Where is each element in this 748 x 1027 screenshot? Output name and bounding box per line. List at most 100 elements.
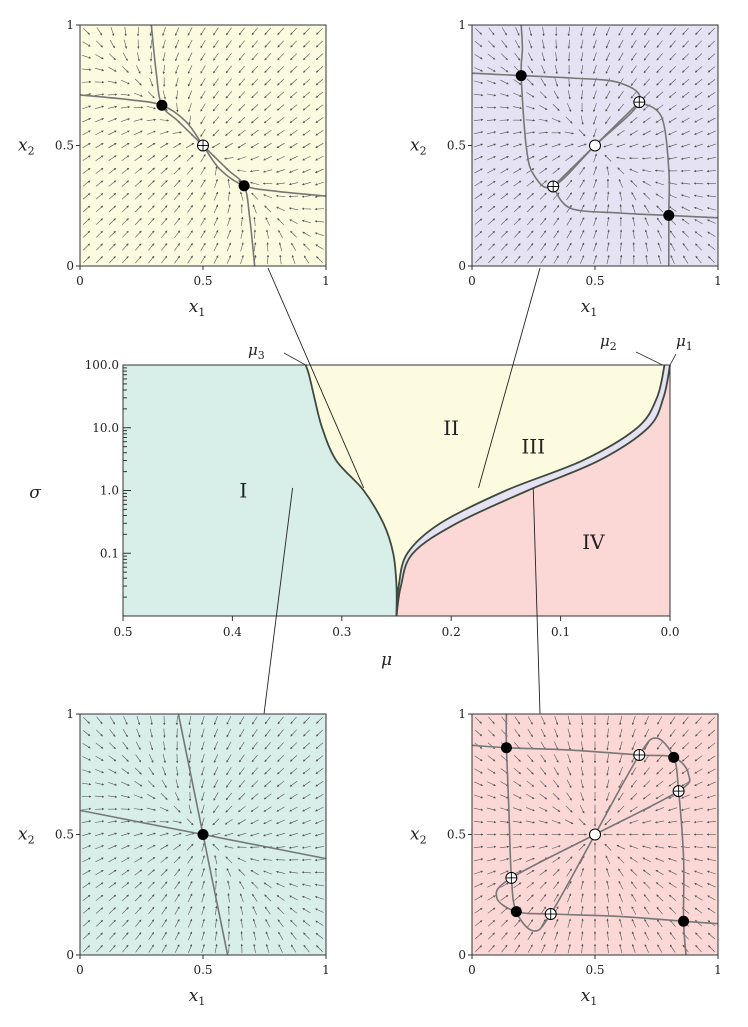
field-arrow	[656, 27, 663, 36]
field-arrow	[160, 844, 169, 850]
x1-symbol: x	[581, 297, 591, 317]
field-arrow	[162, 64, 166, 75]
field-arrow	[201, 766, 205, 776]
field-arrow	[133, 794, 143, 799]
y-axis-ticks: 0.1 1.0 10.0 100.0	[85, 358, 131, 617]
field-arrow	[655, 130, 664, 136]
field-arrow	[162, 766, 167, 776]
field-arrow	[238, 91, 246, 99]
field-arrow	[708, 256, 715, 264]
field-arrow	[82, 870, 91, 876]
field-arrow	[617, 103, 624, 112]
field-arrow	[289, 104, 298, 111]
field-arrow	[473, 93, 484, 97]
field-arrow	[514, 39, 520, 49]
field-arrow	[200, 78, 206, 87]
field-arrow	[291, 242, 297, 252]
field-arrow	[188, 741, 192, 751]
field-arrow	[501, 27, 507, 36]
field-arrow	[187, 52, 193, 62]
field-arrow	[109, 716, 116, 725]
field-arrow	[264, 91, 272, 99]
field-arrow	[123, 39, 128, 49]
field-arrow	[146, 807, 156, 811]
field-arrow	[605, 77, 611, 87]
field-arrow	[108, 907, 116, 914]
field-arrow	[593, 103, 597, 113]
field-arrow	[708, 27, 715, 35]
field-arrow	[238, 116, 246, 124]
field-arrow	[500, 230, 508, 238]
field-arrow	[122, 741, 129, 750]
field-arrow	[225, 78, 232, 86]
field-arrow	[201, 918, 205, 928]
field-arrow	[629, 130, 638, 136]
field-arrow	[108, 155, 117, 161]
field-arrow	[579, 179, 585, 188]
field-arrow	[200, 40, 206, 49]
vector-field	[473, 26, 717, 265]
field-arrow	[186, 142, 195, 149]
mu1-leader	[669, 353, 677, 366]
field-arrow	[95, 907, 104, 914]
x-tick-label: 1	[714, 963, 722, 977]
field-arrow	[240, 191, 244, 201]
field-arrow	[201, 817, 205, 827]
field-arrow	[96, 932, 103, 940]
field-arrow	[315, 130, 324, 136]
field-arrow	[669, 53, 676, 61]
field-arrow	[513, 193, 522, 200]
field-arrow	[200, 192, 206, 201]
field-arrow	[526, 92, 535, 98]
field-arrow	[147, 869, 155, 876]
field-arrow	[630, 180, 638, 187]
field-arrow	[82, 845, 92, 850]
field-arrow	[134, 205, 142, 213]
field-arrow	[500, 66, 509, 73]
field-arrow	[315, 104, 324, 111]
field-arrow	[707, 117, 716, 123]
field-arrow	[278, 229, 284, 239]
field-arrow	[290, 53, 298, 61]
field-arrow	[121, 845, 130, 850]
field-arrow	[683, 255, 689, 264]
field-arrow	[82, 769, 92, 773]
field-arrow	[499, 106, 510, 109]
field-arrow	[540, 78, 546, 87]
field-arrow	[213, 78, 219, 87]
field-arrow	[123, 716, 128, 725]
field-arrow	[160, 856, 168, 863]
field-arrow	[134, 767, 142, 775]
field-arrow	[668, 130, 677, 136]
field-arrow	[108, 53, 116, 61]
field-arrow	[250, 156, 260, 161]
field-arrow	[289, 117, 298, 124]
field-arrow	[527, 52, 533, 62]
field-arrow	[552, 104, 560, 111]
field-arrow	[568, 77, 571, 87]
field-arrow	[474, 80, 484, 84]
field-arrow	[108, 857, 117, 863]
field-arrow	[108, 882, 117, 889]
field-arrow	[645, 254, 648, 265]
field-arrow	[668, 143, 678, 148]
field-arrow	[82, 218, 91, 225]
field-arrow	[618, 27, 624, 36]
field-arrow	[200, 27, 206, 36]
field-arrow	[213, 40, 219, 49]
field-arrow	[566, 217, 572, 226]
field-arrow	[162, 52, 166, 62]
field-arrow	[580, 39, 584, 49]
field-arrow	[121, 755, 129, 762]
field-arrow	[593, 90, 597, 100]
field-arrow	[122, 728, 128, 738]
field-arrow	[148, 230, 155, 238]
field-arrow	[605, 103, 611, 112]
field-arrow	[147, 192, 155, 200]
field-arrow	[617, 167, 625, 175]
field-arrow	[252, 204, 257, 214]
field-arrow	[227, 191, 231, 201]
field-arrow	[302, 142, 311, 149]
field-arrow	[682, 230, 690, 238]
x-tick-label: 0	[468, 274, 476, 288]
